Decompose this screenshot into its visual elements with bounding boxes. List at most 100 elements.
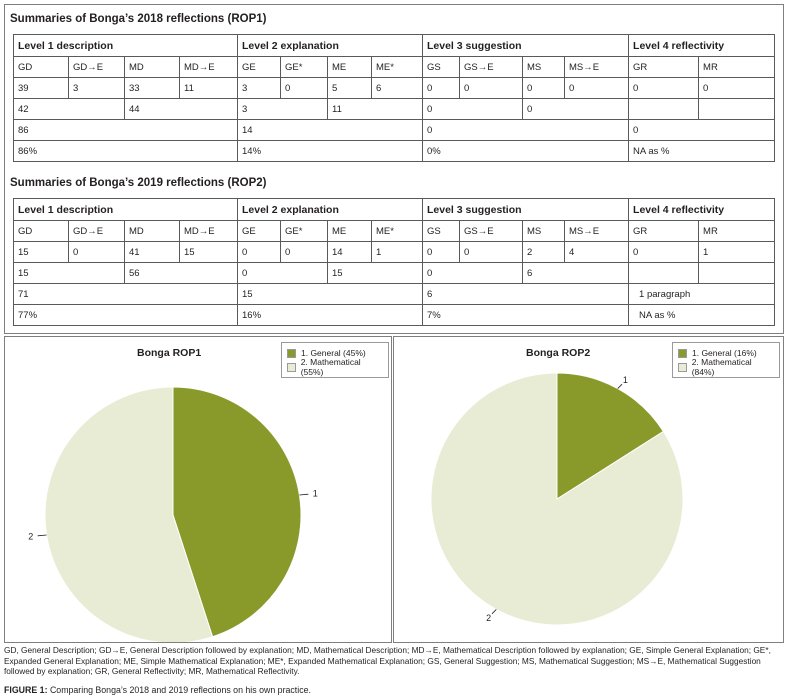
code-cell: GE*: [280, 56, 328, 78]
code-cell: ME*: [371, 220, 423, 242]
subtotal-cell: 0: [521, 98, 630, 120]
legend-label: 1. General (45%): [301, 348, 366, 358]
code-cell: MS: [522, 220, 565, 242]
legend-swatch: [287, 362, 296, 372]
rop2-percents-row: 77% 16% 7% NA as %: [13, 304, 776, 326]
slice-label: 1: [313, 488, 318, 498]
subtotal-cell: 11: [327, 98, 423, 120]
rop1-counts-row: 39 3 33 11 3 0 5 6 0 0 0 0 0 0: [13, 77, 776, 99]
rop1-level2-header: Level 2 explanation: [237, 34, 423, 57]
rop1-totals-row: 86 14 0 0: [13, 119, 776, 141]
rop2-table: Level 1 description Level 2 explanation …: [13, 198, 776, 326]
percent-cell: 14%: [237, 140, 423, 162]
code-cell: GR: [628, 220, 700, 242]
count-cell: 14: [327, 241, 372, 263]
subtotal-cell: 0: [422, 262, 523, 284]
rop2-subtotals-row: 15 56 0 15 0 6: [13, 262, 776, 284]
rop1-percents-row: 86% 14% 0% NA as %: [13, 140, 776, 162]
count-cell: 0: [563, 77, 630, 99]
slice-label: 2: [486, 613, 491, 623]
slice-leader-line: [617, 383, 623, 389]
code-cell: GS: [422, 220, 460, 242]
code-cell: ME: [327, 220, 372, 242]
legend-item: 1. General (45%): [287, 346, 382, 360]
code-cell: MR: [698, 56, 776, 78]
subtotal-cell: 56: [124, 262, 238, 284]
percent-cell: 77%: [13, 304, 238, 326]
count-cell: 0: [280, 77, 328, 99]
count-cell: 15: [179, 241, 238, 263]
count-cell: 0: [237, 241, 281, 263]
count-cell: 4: [563, 241, 630, 263]
pie-title: Bonga ROP2: [526, 347, 591, 359]
code-cell: MD→E: [179, 56, 238, 78]
legend-swatch: [678, 348, 687, 358]
subtotal-cell: 15: [327, 262, 423, 284]
total-cell: 1 paragraph: [628, 283, 776, 305]
subtotal-cell: 0: [237, 262, 328, 284]
rop1-level4-header: Level 4 reflectivity: [628, 34, 776, 57]
percent-cell: 86%: [13, 140, 238, 162]
total-cell: 0: [421, 119, 630, 141]
code-cell: GE: [237, 220, 281, 242]
rop1-title: Summaries of Bonga’s 2018 reflections (R…: [10, 13, 267, 25]
code-cell: GR: [628, 56, 700, 78]
total-cell: 86: [13, 119, 238, 141]
slice-leader-line: [299, 493, 309, 496]
count-cell: 5: [327, 77, 372, 99]
total-cell: 0: [628, 119, 776, 141]
count-cell: 11: [179, 77, 238, 99]
rop2-level3-header: Level 3 suggestion: [421, 198, 630, 221]
subtotal-cell: 6: [521, 262, 630, 284]
abbreviations-footnote: GD, General Description; GD→E, General D…: [4, 645, 771, 676]
rop2-level1-header: Level 1 description: [13, 198, 238, 221]
count-cell: 39: [13, 77, 69, 99]
code-cell: GE*: [280, 220, 328, 242]
empty-cell: [698, 98, 776, 120]
code-cell: GE: [237, 56, 281, 78]
rop2-totals-row: 71 15 6 1 paragraph: [13, 283, 776, 305]
subtotal-cell: 3: [237, 98, 328, 120]
code-cell: MD: [124, 56, 180, 78]
count-cell: 0: [628, 241, 700, 263]
percent-cell: 16%: [237, 304, 423, 326]
pie-slice: [44, 386, 214, 642]
count-cell: 33: [124, 77, 180, 99]
count-cell: 1: [698, 241, 776, 263]
figure-label: FIGURE 1:: [4, 685, 48, 695]
pie-slice: [556, 372, 665, 500]
legend-swatch: [678, 362, 687, 372]
count-cell: 1: [371, 241, 423, 263]
rop1-codes-row: GD GD→E MD MD→E GE GE* ME ME* GS GS→E MS…: [13, 56, 776, 78]
count-cell: 6: [371, 77, 423, 99]
percent-cell: 0%: [421, 140, 630, 162]
count-cell: 0: [698, 77, 776, 99]
figure-caption-text: Comparing Bonga’s 2018 and 2019 reflecti…: [49, 685, 311, 695]
count-cell: 0: [522, 77, 565, 99]
code-cell: MR: [698, 220, 776, 242]
pie-title: Bonga ROP1: [137, 347, 202, 359]
rop2-counts-row: 15 0 41 15 0 0 14 1 0 0 2 4 0 1: [13, 241, 776, 263]
code-cell: MS→E: [563, 220, 630, 242]
subtotal-cell: 0: [422, 98, 523, 120]
summary-tables-frame: [4, 4, 784, 334]
percent-cell: 7%: [421, 304, 630, 326]
total-cell: 15: [237, 283, 423, 305]
count-cell: 0: [68, 241, 125, 263]
count-cell: 0: [628, 77, 700, 99]
code-cell: GD→E: [68, 220, 125, 242]
slice-label: 1: [623, 375, 628, 385]
count-cell: 0: [459, 77, 523, 99]
total-cell: 14: [237, 119, 423, 141]
empty-cell: [628, 98, 700, 120]
rop2-codes-row: GD GD→E MD MD→E GE GE* ME ME* GS GS→E MS…: [13, 220, 776, 242]
empty-cell: [628, 262, 700, 284]
rop2-level4-header: Level 4 reflectivity: [628, 198, 776, 221]
rop1-level3-header: Level 3 suggestion: [421, 34, 630, 57]
code-cell: GD: [13, 56, 69, 78]
code-cell: MS: [522, 56, 565, 78]
total-cell: 6: [421, 283, 630, 305]
subtotal-cell: 42: [13, 98, 125, 120]
